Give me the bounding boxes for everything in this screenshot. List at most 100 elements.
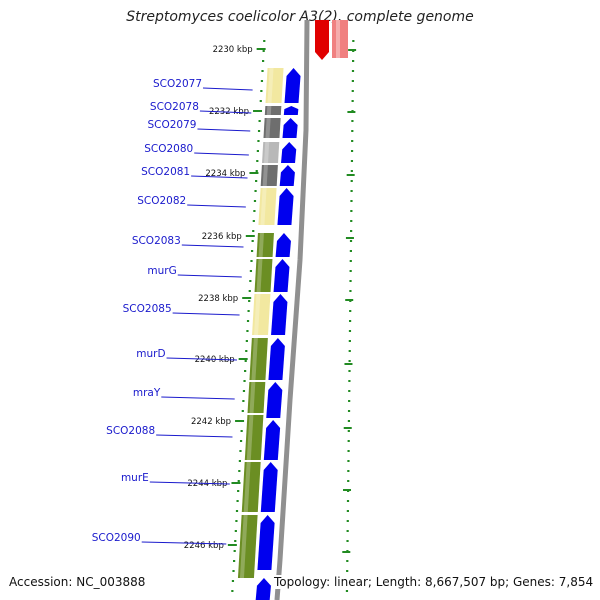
gene-feature-highlight (266, 106, 272, 115)
gene-label[interactable]: murG (147, 265, 176, 277)
gene-feature-bar[interactable] (241, 462, 261, 512)
gene-feature-bar[interactable] (247, 382, 266, 413)
gene-label-leader (172, 312, 240, 316)
left-dot (235, 520, 238, 522)
gene-arrow[interactable] (271, 294, 288, 335)
right-dot (346, 530, 349, 532)
kbp-tick-mark (242, 297, 252, 299)
left-dot (260, 80, 264, 82)
kbp-tick-label: 2238 kbp (198, 294, 238, 304)
right-dot (348, 320, 352, 322)
left-dot (254, 190, 257, 192)
gene-label[interactable]: SCO2078 (150, 101, 199, 113)
gene-arrow[interactable] (266, 382, 283, 418)
gene-arrow[interactable] (275, 233, 291, 257)
kbp-tick-mark (231, 482, 241, 484)
right-dot (350, 210, 353, 212)
left-dot (261, 70, 264, 72)
left-dot (245, 340, 248, 342)
gene-feature-highlight (264, 142, 270, 163)
gene-feature-bar[interactable] (264, 106, 282, 115)
gene-feature-bar[interactable] (262, 142, 280, 163)
right-dot (350, 170, 353, 172)
gene-label[interactable]: murE (121, 472, 149, 484)
genome-summary-text: Topology: linear; Length: 8,667,507 bp; … (272, 575, 594, 589)
gene-arrow[interactable] (255, 578, 271, 600)
gene-feature-highlight (258, 233, 264, 257)
left-dot (246, 330, 249, 332)
gene-feature-highlight (239, 515, 248, 578)
right-dot (348, 340, 351, 342)
reverse-gene-arrow-red[interactable] (315, 20, 329, 60)
gene-arrow[interactable] (260, 462, 278, 512)
reverse-gene-bar-pink[interactable] (332, 20, 348, 58)
right-dot (348, 400, 351, 402)
gene-feature-bar[interactable] (263, 118, 281, 138)
gene-arrow[interactable] (279, 165, 295, 186)
gene-feature-bar[interactable] (265, 68, 284, 103)
gene-label[interactable]: murD (136, 348, 165, 360)
kbp-tick-mark (256, 48, 266, 50)
right-dot (351, 100, 354, 102)
right-dot (349, 270, 352, 272)
gene-label[interactable]: SCO2080 (144, 143, 193, 155)
left-dot (242, 400, 245, 402)
gene-label-leader (161, 396, 235, 400)
left-dot (262, 50, 265, 52)
gene-arrow[interactable] (277, 188, 294, 225)
gene-feature-bar[interactable] (237, 515, 258, 578)
gene-feature-highlight (256, 259, 263, 292)
gene-arrow[interactable] (284, 68, 301, 103)
gene-feature-bar[interactable] (244, 415, 264, 460)
left-dot (255, 180, 258, 182)
left-dot (240, 430, 243, 432)
left-dot (247, 310, 250, 312)
gene-label[interactable]: SCO2077 (153, 78, 202, 90)
gene-arrow[interactable] (273, 259, 290, 292)
gene-label[interactable]: SCO2085 (123, 303, 172, 315)
gene-label[interactable]: SCO2083 (132, 235, 181, 247)
kbp-tick-label: 2230 kbp (213, 45, 253, 55)
gene-label[interactable]: SCO2090 (92, 532, 141, 544)
right-tick-mark (343, 427, 352, 429)
gene-label[interactable]: SCO2081 (141, 166, 190, 178)
gene-label[interactable]: SCO2079 (147, 119, 196, 131)
right-dot (351, 130, 354, 132)
kbp-tick-mark (253, 110, 263, 112)
right-dot (350, 180, 353, 182)
gene-label[interactable]: SCO2088 (106, 425, 155, 437)
right-dot (350, 190, 353, 192)
gene-arrow[interactable] (281, 142, 297, 163)
gene-feature-bar[interactable] (254, 259, 273, 292)
gene-arrow[interactable] (257, 515, 275, 570)
gene-arrow[interactable] (263, 420, 281, 460)
left-dot (237, 480, 240, 482)
right-dot (351, 80, 354, 82)
gene-label[interactable]: mraY (133, 387, 161, 399)
right-dot (346, 570, 349, 572)
gene-feature-bar[interactable] (252, 294, 271, 335)
gene-arrow[interactable] (268, 338, 285, 380)
right-dot (345, 590, 349, 592)
right-dot (350, 200, 353, 202)
gene-feature-bar[interactable] (258, 188, 277, 225)
gene-feature-highlight (260, 188, 267, 225)
right-dot (350, 230, 353, 232)
gene-arrow[interactable] (282, 118, 298, 138)
left-dot (249, 280, 252, 282)
gene-arrow[interactable] (283, 106, 299, 115)
left-dot (241, 410, 244, 412)
kbp-tick-mark (249, 172, 259, 174)
gene-label[interactable]: SCO2082 (137, 195, 186, 207)
gene-feature-bar[interactable] (256, 233, 274, 257)
gene-label-leader (156, 434, 233, 438)
right-dot (347, 450, 350, 452)
gene-feature-bar[interactable] (249, 338, 268, 380)
gene-feature-highlight (254, 294, 261, 335)
gene-label-leader (191, 175, 248, 179)
gene-label-leader (166, 357, 237, 361)
kbp-tick-mark (235, 420, 245, 422)
right-dot (349, 310, 352, 312)
gene-feature-bar[interactable] (260, 165, 278, 186)
